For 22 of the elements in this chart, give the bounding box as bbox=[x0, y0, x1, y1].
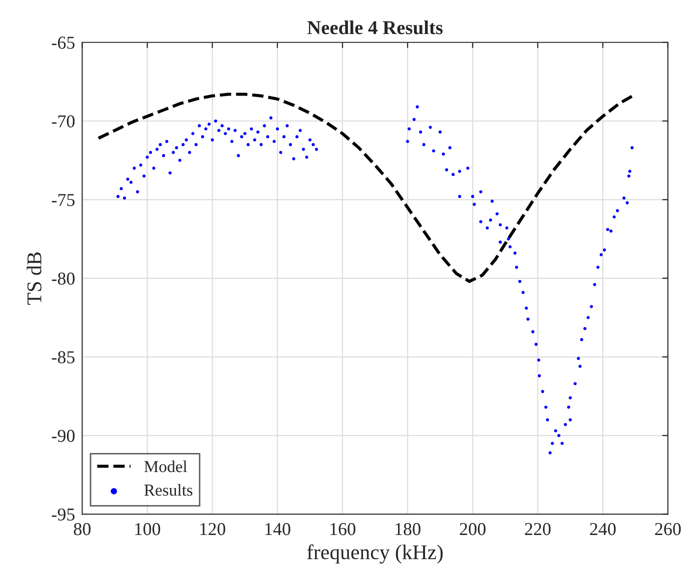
x-tick-label: 180 bbox=[396, 523, 420, 536]
y-axis-title: TS dB bbox=[26, 252, 42, 305]
legend-label: Results bbox=[144, 484, 192, 496]
x-tick-label: 100 bbox=[135, 523, 160, 536]
chart-title: Needle 4 Results bbox=[307, 20, 443, 34]
y-tick-label: -90 bbox=[52, 430, 75, 442]
y-tick-label: -70 bbox=[52, 115, 75, 128]
y-tick-label: -75 bbox=[52, 194, 75, 206]
x-tick-label: 200 bbox=[460, 523, 486, 536]
x-axis-title: frequency (kHz) bbox=[307, 544, 443, 564]
x-tick-label: 80 bbox=[74, 523, 91, 536]
y-tick-label: -65 bbox=[52, 36, 75, 49]
x-tick-label: 240 bbox=[590, 523, 616, 536]
x-tick-label: 220 bbox=[524, 523, 551, 536]
legend-label: Model bbox=[144, 460, 188, 472]
y-tick-label: -95 bbox=[52, 508, 75, 521]
x-tick-label: 260 bbox=[655, 523, 681, 536]
x-tick-label: 140 bbox=[265, 523, 290, 536]
x-tick-label: 120 bbox=[200, 523, 226, 536]
y-tick-label: -85 bbox=[52, 351, 75, 364]
y-tick-label: -80 bbox=[52, 272, 75, 285]
x-tick-label: 160 bbox=[330, 523, 356, 536]
